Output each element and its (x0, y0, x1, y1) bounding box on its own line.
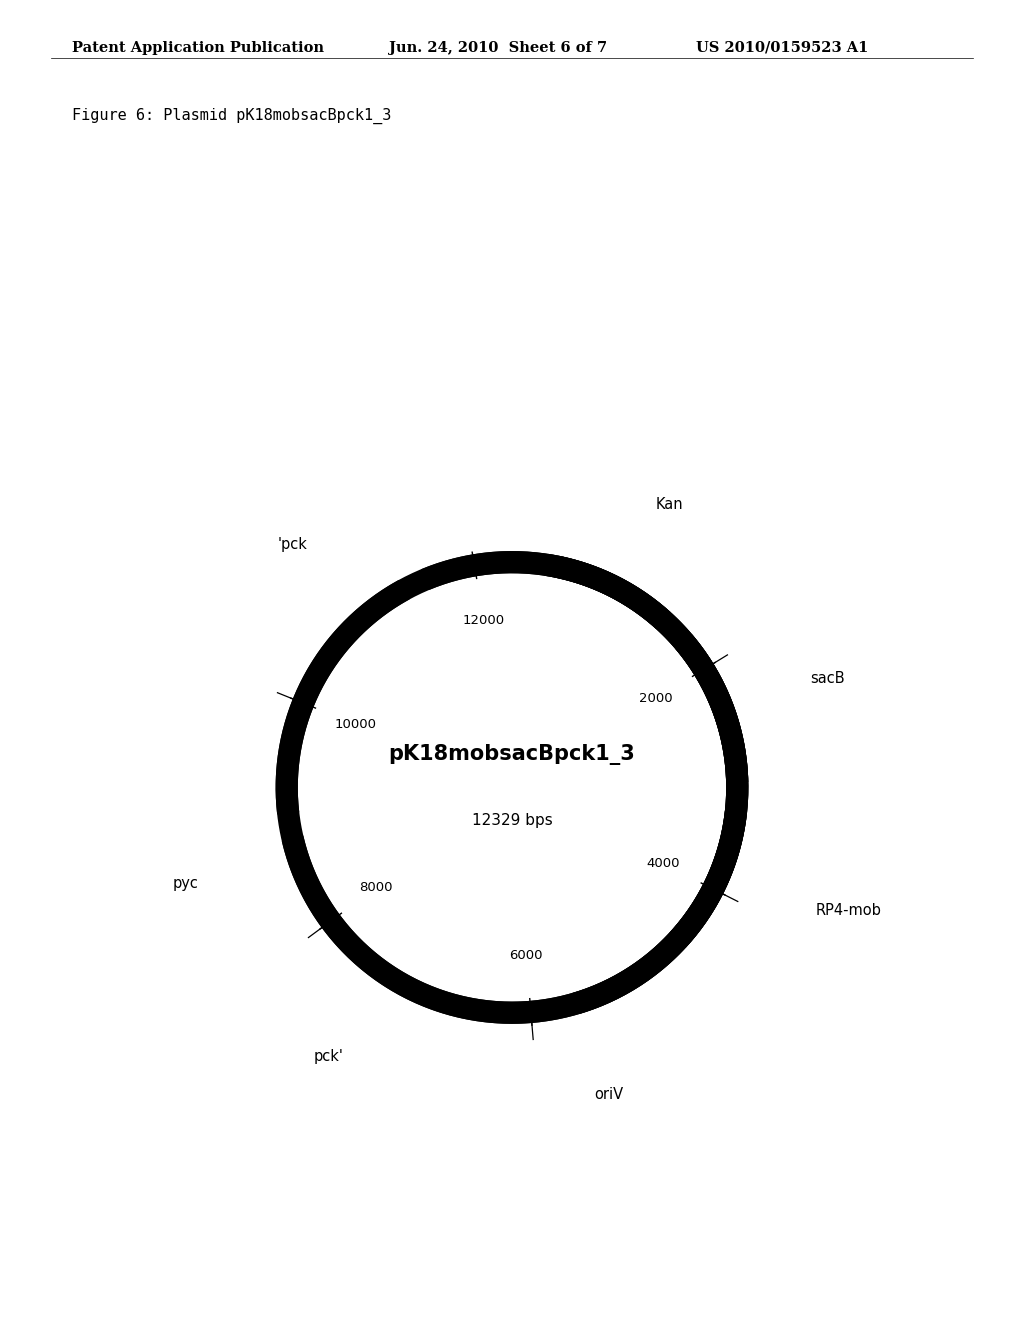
Text: 'pck: 'pck (279, 537, 308, 552)
Text: Patent Application Publication: Patent Application Publication (72, 41, 324, 55)
Text: 12000: 12000 (463, 614, 505, 627)
Text: Kan: Kan (656, 498, 684, 512)
Text: pck': pck' (314, 1049, 344, 1064)
Text: pyc: pyc (173, 875, 199, 891)
Text: pK18mobsacBpck1_3: pK18mobsacBpck1_3 (389, 744, 635, 766)
Text: oriV: oriV (594, 1086, 624, 1102)
Text: 10000: 10000 (335, 718, 377, 731)
Text: US 2010/0159523 A1: US 2010/0159523 A1 (696, 41, 868, 55)
Text: 12329 bps: 12329 bps (472, 813, 552, 828)
Text: 4000: 4000 (646, 857, 680, 870)
Text: RP4-mob: RP4-mob (816, 903, 882, 917)
Text: Jun. 24, 2010  Sheet 6 of 7: Jun. 24, 2010 Sheet 6 of 7 (389, 41, 607, 55)
Text: 2000: 2000 (639, 693, 673, 705)
Text: 8000: 8000 (359, 882, 393, 894)
Text: sacB: sacB (810, 672, 845, 686)
Text: 6000: 6000 (509, 949, 543, 962)
Text: Figure 6: Plasmid pK18mobsacBpck1_3: Figure 6: Plasmid pK18mobsacBpck1_3 (72, 108, 391, 124)
